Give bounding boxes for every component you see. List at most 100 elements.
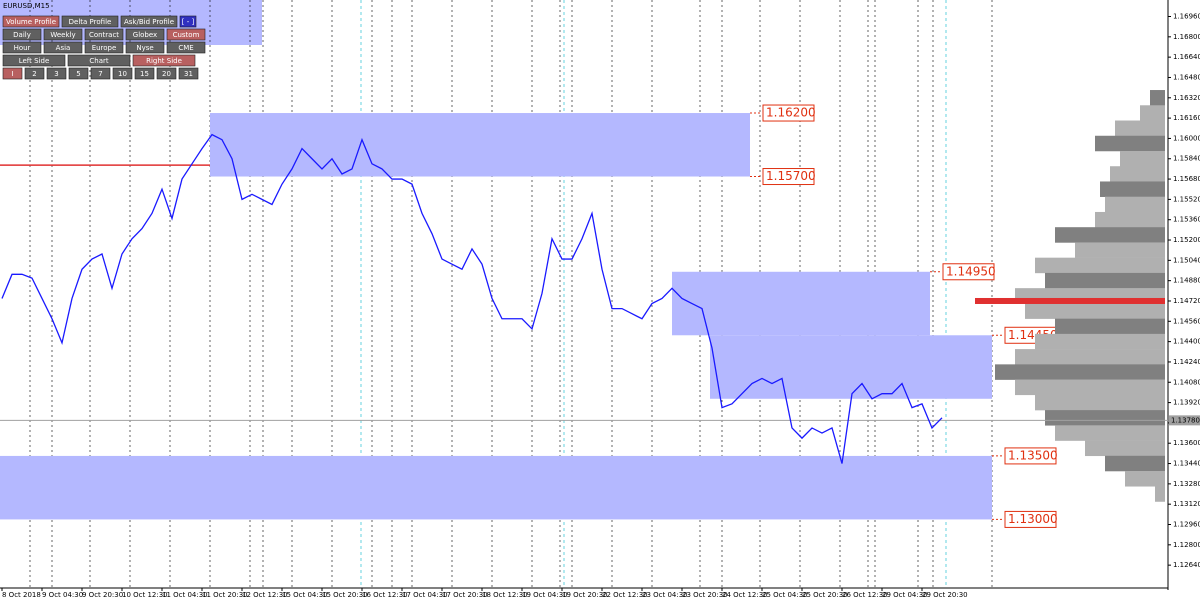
y-tick-label: 1.15840 bbox=[1173, 155, 1200, 163]
profile-bar bbox=[1105, 455, 1165, 472]
toolbar-button[interactable] bbox=[166, 41, 206, 54]
zone bbox=[672, 271, 930, 336]
toolbar-button-label: 2 bbox=[32, 70, 36, 78]
toolbar-button-label: Weekly bbox=[50, 31, 75, 39]
toolbar-button-label: Globex bbox=[133, 31, 157, 39]
y-tick-label: 1.12960 bbox=[1173, 521, 1200, 529]
profile-bar bbox=[1110, 166, 1165, 182]
profile-bar bbox=[1100, 181, 1165, 197]
toolbar-button-label: CME bbox=[178, 44, 193, 52]
toolbar-button[interactable] bbox=[125, 28, 165, 41]
y-tick-label: 1.14560 bbox=[1173, 317, 1200, 325]
price-line bbox=[1, 133, 943, 464]
toolbar-button-label: Hour bbox=[14, 44, 31, 52]
y-tick-label: 1.12800 bbox=[1173, 541, 1200, 549]
toolbar-button[interactable] bbox=[61, 15, 119, 28]
x-tick-label: 16 Oct 12:30 bbox=[362, 591, 408, 599]
toolbar-button[interactable] bbox=[2, 15, 60, 28]
toolbar-button[interactable] bbox=[156, 67, 177, 80]
toolbar-button-label: Ask/Bid Profile bbox=[124, 18, 174, 26]
y-tick-label: 1.14240 bbox=[1173, 358, 1200, 366]
y-tick-label: 1.13440 bbox=[1173, 460, 1200, 468]
level-label: 1.15700 bbox=[766, 169, 816, 183]
profile-bar bbox=[1035, 394, 1165, 411]
y-tick-label: 1.16160 bbox=[1173, 114, 1200, 122]
toolbar-button[interactable] bbox=[2, 54, 66, 67]
toolbar-button[interactable] bbox=[2, 67, 23, 80]
toolbar-button[interactable] bbox=[90, 67, 111, 80]
profile-bar bbox=[1055, 227, 1165, 243]
y-tick-label: 1.16480 bbox=[1173, 73, 1200, 81]
profile-bar bbox=[1015, 379, 1165, 396]
toolbar-button-label: Right Side bbox=[146, 57, 182, 65]
profile-bar bbox=[1120, 150, 1165, 167]
y-tick-label: 1.15200 bbox=[1173, 236, 1200, 244]
profile-poc bbox=[975, 297, 1165, 304]
x-tick-label: 15 Oct 20:30 bbox=[322, 591, 368, 599]
toolbar-button-label: Europe bbox=[92, 44, 117, 52]
toolbar-button[interactable] bbox=[43, 41, 83, 54]
toolbar-button[interactable] bbox=[46, 67, 67, 80]
toolbar-button-label: Delta Profile bbox=[69, 18, 112, 26]
y-tick-label: 1.16960 bbox=[1173, 13, 1200, 21]
toolbar-button-label: Nyse bbox=[136, 44, 153, 52]
toolbar-button[interactable] bbox=[178, 67, 199, 80]
y-tick-label: 1.14400 bbox=[1173, 338, 1200, 346]
x-tick-label: 11 Oct 04:30 bbox=[162, 591, 208, 599]
x-tick-label: 26 Oct 12:30 bbox=[842, 591, 888, 599]
toolbar-button[interactable] bbox=[84, 28, 124, 41]
toolbar-button[interactable] bbox=[125, 41, 165, 54]
profile-bar bbox=[1035, 257, 1165, 274]
toolbar-button[interactable] bbox=[2, 28, 42, 41]
toolbar-button-label: Left Side bbox=[19, 57, 50, 65]
x-tick-label: 8 Oct 2018 bbox=[2, 591, 41, 599]
symbol: EURUSD,M15 bbox=[3, 2, 50, 10]
toolbar-button-label: 5 bbox=[76, 70, 80, 78]
toolbar-button[interactable] bbox=[112, 67, 133, 80]
toolbar-button-label: Contract bbox=[89, 31, 119, 39]
x-tick-label: 9 Oct 04:30 bbox=[42, 591, 83, 599]
toolbar-button[interactable] bbox=[43, 28, 83, 41]
y-tick-label: 1.15520 bbox=[1173, 195, 1200, 203]
profile-bar bbox=[1150, 90, 1165, 106]
toolbar-button[interactable] bbox=[67, 54, 131, 67]
current-price-box bbox=[1169, 415, 1200, 426]
x-tick-label: 24 Oct 12:30 bbox=[722, 591, 768, 599]
y-tick-label: 1.14080 bbox=[1173, 378, 1200, 386]
toolbar-button[interactable] bbox=[84, 41, 124, 54]
x-tick-label: 15 Oct 04:30 bbox=[282, 591, 328, 599]
toolbar-button[interactable] bbox=[68, 67, 89, 80]
toolbar-button-label: 31 bbox=[184, 70, 193, 78]
profile-bar bbox=[1035, 333, 1165, 350]
y-tick-label: 1.14720 bbox=[1173, 297, 1200, 305]
level-label: 1.13000 bbox=[1008, 512, 1058, 526]
toolbar-button-label: Chart bbox=[89, 57, 108, 65]
y-tick-label: 1.13120 bbox=[1173, 500, 1200, 508]
toolbar-button-label: 20 bbox=[162, 70, 171, 78]
profile-bar bbox=[1085, 440, 1165, 457]
y-tick-label: 1.16320 bbox=[1173, 94, 1200, 102]
y-tick-label: 1.16800 bbox=[1173, 33, 1200, 41]
profile-bar bbox=[1095, 211, 1165, 228]
current-price-label: 1.13780 bbox=[1171, 416, 1200, 424]
toolbar-button-label: 15 bbox=[140, 70, 149, 78]
y-tick-label: 1.12640 bbox=[1173, 561, 1200, 569]
x-tick-label: 25 Oct 04:30 bbox=[762, 591, 808, 599]
profile-bar bbox=[1015, 349, 1165, 365]
y-tick-label: 1.13920 bbox=[1173, 399, 1200, 407]
toolbar-button[interactable] bbox=[24, 67, 45, 80]
toolbar-button[interactable] bbox=[179, 15, 197, 28]
profile-bar bbox=[1055, 425, 1165, 441]
toolbar-button[interactable] bbox=[2, 41, 42, 54]
toolbar-button[interactable] bbox=[120, 15, 178, 28]
profile-bar bbox=[1045, 410, 1165, 426]
zone bbox=[0, 455, 992, 520]
profile-bar bbox=[1045, 272, 1165, 289]
y-tick-label: 1.15040 bbox=[1173, 256, 1200, 264]
profile-bar bbox=[1155, 486, 1165, 502]
toolbar-button[interactable] bbox=[134, 67, 155, 80]
x-tick-label: 19 Oct 04:30 bbox=[522, 591, 568, 599]
toolbar-button[interactable] bbox=[166, 28, 206, 41]
toolbar-button[interactable] bbox=[132, 54, 196, 67]
